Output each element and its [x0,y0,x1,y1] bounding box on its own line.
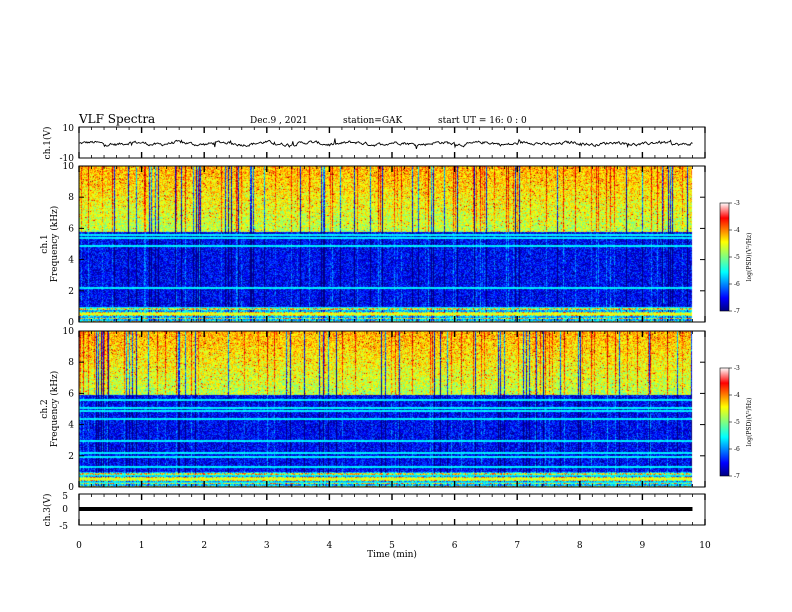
ch2-channel-label: ch.2 [40,399,50,418]
ch1-waveform-trace [78,138,693,150]
time-tick-label: 1 [139,541,145,551]
figure-title: VLF Spectra [78,112,155,126]
time-tick-label: 6 [452,541,458,551]
time-tick-labels: 0 1 2 3 4 5 6 7 8 9 10 [76,541,711,551]
freq-tick-label: 10 [63,162,75,172]
ch2-colorbar-label: log(PSD)(V²/Hz) [746,398,753,447]
ch3-ytick-bottom: -5 [59,522,68,532]
ch3-ytick-top: 5 [62,492,68,502]
time-tick-label: 10 [699,541,711,551]
freq-tick-label: 0 [68,318,74,328]
colorbar-tick-label: -3 [734,200,740,207]
freq-tick-label: 10 [63,327,75,337]
date-label: Dec.9 , 2021 [250,116,308,126]
ch1-freq-ticks: 0 2 4 6 8 10 [63,162,705,328]
ch3-ytick-mid: 0 [62,505,68,515]
freq-tick-label: 4 [68,256,74,266]
time-tick-label: 9 [640,541,646,551]
colorbar-tick-label: -7 [734,473,740,480]
time-tick-label: 5 [389,541,395,551]
ch1-colorbar-gradient [719,202,730,312]
ch1-ylabel: ch.1(V) [42,127,53,160]
ch1-spectrogram-panel: 0 2 4 6 8 10 ch.1 Frequency (kHz) [40,162,706,328]
time-tick-label: 7 [514,541,520,551]
ch1-freq-ylabel: Frequency (kHz) [49,206,60,283]
freq-tick-label: 6 [68,224,74,234]
freq-tick-label: 6 [68,389,74,399]
colorbar-tick-label: -5 [734,254,740,261]
time-tick-label: 8 [577,541,583,551]
colorbar-tick-label: -7 [734,308,740,315]
freq-tick-label: 8 [68,358,74,368]
ch1-colorbar-label: log(PSD)(V²/Hz) [746,233,753,282]
colorbar-tick-label: -6 [734,446,740,453]
ch2-colorbar-gradient [719,367,730,477]
ch1-spectrogram-image [79,166,705,322]
ch3-ylabel: ch.3(V) [42,494,53,527]
start-time-label: start UT = 16: 0 : 0 [438,116,527,126]
freq-tick-label: 4 [68,421,74,431]
colorbar-tick-label: -5 [734,419,740,426]
colorbar-tick-label: -6 [734,281,740,288]
ch2-colorbar: -3 -4 -5 -6 -7 log(PSD)(V²/Hz) [719,365,753,480]
colorbar-tick-label: -3 [734,365,740,372]
time-tick-label: 4 [327,541,333,551]
ch2-spectrogram-image [79,331,705,487]
ch1-ytick-top: 10 [63,124,75,134]
ch2-spectrogram-panel: 0 2 4 6 8 10 ch.2 Frequency (kHz) [40,327,706,493]
freq-tick-label: 2 [68,452,74,462]
freq-tick-label: 8 [68,193,74,203]
time-tick-label: 0 [76,541,82,551]
ch2-freq-ylabel: Frequency (kHz) [49,371,60,448]
ch1-colorbar: -3 -4 -5 -6 -7 log(PSD)(V²/Hz) [719,200,753,315]
time-axis-label: Time (min) [367,549,417,560]
colorbar-tick-label: -4 [734,392,740,399]
colorbar-tick-label: -4 [734,227,740,234]
freq-tick-label: 0 [68,483,74,493]
time-tick-marks [78,127,706,525]
ch1-ytick-bottom: -10 [60,154,75,164]
ch1-channel-label: ch.1 [40,234,50,253]
time-tick-label: 3 [264,541,270,551]
freq-tick-label: 2 [68,287,74,297]
time-tick-label: 2 [201,541,207,551]
ch2-freq-ticks: 0 2 4 6 8 10 [63,327,705,493]
station-label: station=GAK [343,116,403,126]
